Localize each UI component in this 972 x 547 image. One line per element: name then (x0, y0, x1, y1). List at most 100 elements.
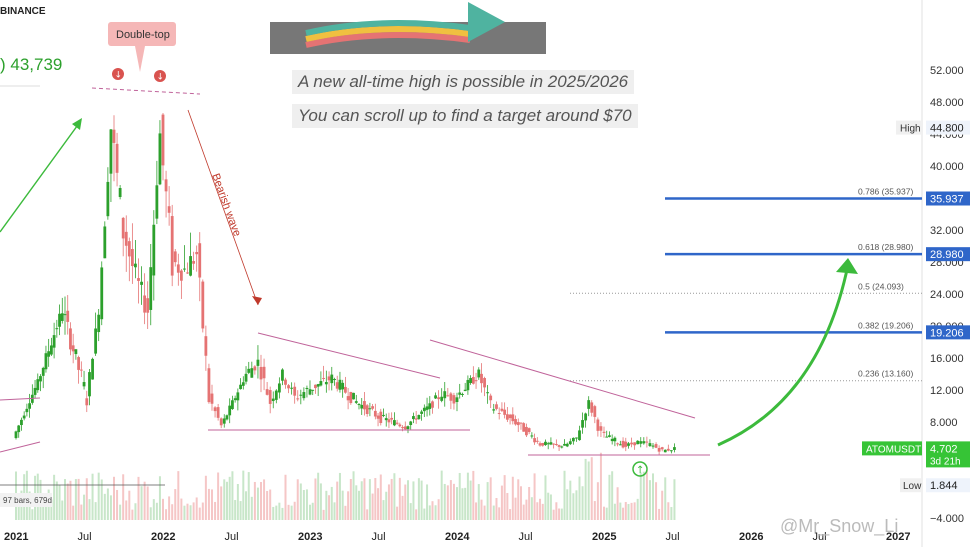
fib-badge-bg (926, 325, 970, 340)
volume-bar (382, 500, 385, 520)
x-tick-label: Jul (372, 531, 386, 543)
volume-bar (658, 508, 661, 520)
candle-body (265, 389, 269, 395)
volume-bar (80, 504, 83, 520)
volume-bar (143, 481, 146, 520)
volume-bar (165, 509, 168, 520)
volume-bar (670, 507, 673, 520)
volume-bar (522, 504, 525, 520)
early-line-2 (0, 441, 41, 453)
candle-body (587, 400, 591, 409)
volume-bar (555, 502, 558, 520)
volume-bar (94, 502, 97, 520)
candle-body (74, 349, 78, 355)
candle-body (669, 450, 673, 452)
candle-body (299, 394, 303, 396)
volume-bar (53, 474, 56, 520)
candle-body (268, 390, 272, 404)
candle-body (565, 443, 569, 447)
candle-body (186, 272, 189, 274)
volume-bar (673, 479, 676, 520)
candle-body (247, 368, 251, 373)
candle-body (314, 384, 317, 389)
volume-bar (88, 499, 91, 520)
candle-body (58, 313, 61, 327)
candle-body (44, 353, 48, 370)
candle-body (461, 393, 464, 395)
candle-body (170, 216, 174, 276)
candle-body (17, 425, 21, 433)
volume-bar (97, 472, 100, 520)
candle-body (581, 420, 584, 428)
volume-bar (83, 494, 86, 520)
candle-body (360, 404, 364, 409)
volume-bar (55, 481, 58, 520)
volume-bar (633, 502, 636, 520)
candle-body (420, 411, 424, 414)
x-tick-label: Jul (666, 531, 680, 543)
candle-body (121, 217, 125, 239)
volume-bar (328, 495, 331, 520)
candle-body (357, 404, 361, 406)
volume-bar (642, 471, 645, 520)
watermark: @Mr_Snow_Li (780, 516, 898, 537)
candle-body (477, 369, 481, 378)
candle-body (71, 345, 75, 352)
candle-body (483, 378, 486, 388)
high-value-bg (926, 120, 970, 135)
bearish-wave-line (187, 109, 259, 306)
x-tick-label: 2026 (739, 531, 763, 543)
candle-body (431, 401, 434, 408)
candle-body (349, 391, 353, 404)
volume-bar (171, 504, 174, 520)
volume-bar (500, 485, 503, 520)
volume-bar (290, 505, 293, 520)
volume-bar (338, 472, 341, 520)
volume-bar (517, 479, 520, 520)
candle-body (100, 267, 104, 320)
volume-bar (272, 506, 275, 520)
volume-bar (260, 482, 262, 520)
volume-bar (578, 476, 581, 520)
candle-body (466, 379, 470, 391)
candle-body (225, 415, 229, 420)
low-tag-bg (900, 478, 922, 493)
candle-body (544, 441, 547, 446)
volume-bar (349, 479, 352, 520)
volume-bar (100, 479, 103, 520)
volume-bar (128, 490, 131, 520)
sell-marker-icon (112, 68, 124, 80)
candle-body (20, 419, 23, 426)
x-tick-label: Jul (813, 531, 827, 543)
volume-bar (284, 474, 287, 520)
fib-level-label: 0.618 (28.980) (858, 242, 913, 252)
volume-bar (302, 490, 305, 520)
candle-body (14, 431, 18, 439)
volume-bar (584, 458, 587, 520)
volume-bar (299, 483, 302, 520)
volume-bar (317, 472, 320, 520)
banner-line-2: You can scroll up to find a target aroun… (292, 104, 638, 128)
candle-body (97, 314, 101, 333)
volume-bar (314, 478, 317, 520)
volume-bar (158, 476, 161, 520)
volume-bar (225, 481, 228, 520)
symbol-badge-bg (862, 441, 922, 456)
volume-bar (137, 476, 140, 520)
volume-bar (140, 486, 143, 520)
high-tag: High (900, 124, 921, 135)
candle-body (642, 441, 646, 444)
volume-bar (309, 504, 311, 520)
candle-body (474, 380, 478, 382)
volume-bar (511, 476, 514, 520)
candle-body (322, 377, 326, 379)
candle-body (207, 368, 211, 403)
volume-bar (412, 481, 415, 520)
y-tick-label: 16.000 (930, 353, 964, 365)
candle-body (455, 397, 459, 403)
volume-bar (409, 503, 412, 520)
candle-body (516, 422, 520, 426)
volume-bar (572, 493, 575, 520)
volume-bar (456, 487, 458, 520)
